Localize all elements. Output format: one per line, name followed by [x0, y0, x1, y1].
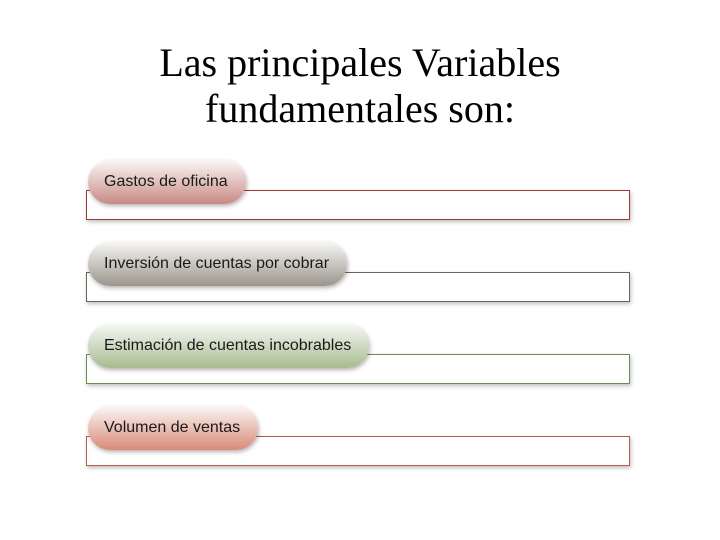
list-item: Inversión de cuentas por cobrar	[86, 242, 630, 300]
item-label-4: Volumen de ventas	[104, 419, 240, 437]
slide-title: Las principales Variables fundamentales …	[0, 40, 720, 132]
list-item: Volumen de ventas	[86, 406, 630, 464]
list-item: Estimación de cuentas incobrables	[86, 324, 630, 382]
item-pill-4: Volumen de ventas	[88, 406, 258, 450]
slide: Las principales Variables fundamentales …	[0, 0, 720, 540]
item-list: Gastos de oficina Inversión de cuentas p…	[0, 160, 720, 464]
item-label-3: Estimación de cuentas incobrables	[104, 337, 351, 355]
list-item: Gastos de oficina	[86, 160, 630, 218]
item-pill-3: Estimación de cuentas incobrables	[88, 324, 369, 368]
item-label-1: Gastos de oficina	[104, 173, 228, 191]
item-pill-2: Inversión de cuentas por cobrar	[88, 242, 347, 286]
item-pill-1: Gastos de oficina	[88, 160, 246, 204]
item-label-2: Inversión de cuentas por cobrar	[104, 255, 329, 273]
